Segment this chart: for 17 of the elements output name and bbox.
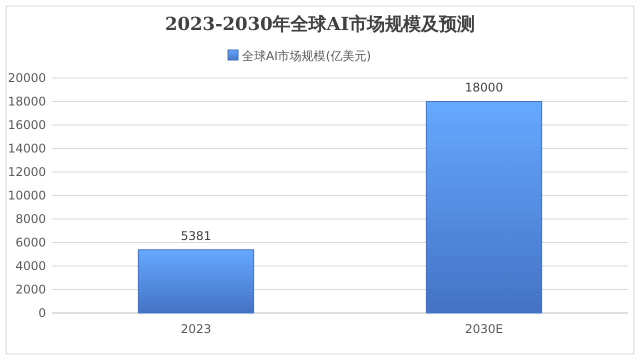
y-tick-label: 8000 xyxy=(15,212,46,226)
y-tick-label: 0 xyxy=(38,306,46,320)
x-tick-label: 2030E xyxy=(464,322,504,336)
y-tick-label: 2000 xyxy=(15,282,46,296)
chart-title: 2023-2030年全球AI市场规模及预测 xyxy=(164,14,476,35)
y-tick-label: 6000 xyxy=(15,236,46,250)
y-tick-label: 14000 xyxy=(8,142,46,156)
x-tick-label: 2023 xyxy=(180,322,212,336)
y-tick-label: 10000 xyxy=(8,188,46,202)
legend-label: 全球AI市场规模(亿美元) xyxy=(242,49,372,63)
y-tick-label: 16000 xyxy=(8,118,46,132)
y-tick-label: 12000 xyxy=(8,165,46,179)
y-tick-label: 4000 xyxy=(15,259,46,273)
data-label: 18000 xyxy=(464,80,504,94)
y-tick-label: 18000 xyxy=(8,94,46,108)
y-tick-label: 20000 xyxy=(8,71,46,85)
data-label: 5381 xyxy=(180,228,212,243)
